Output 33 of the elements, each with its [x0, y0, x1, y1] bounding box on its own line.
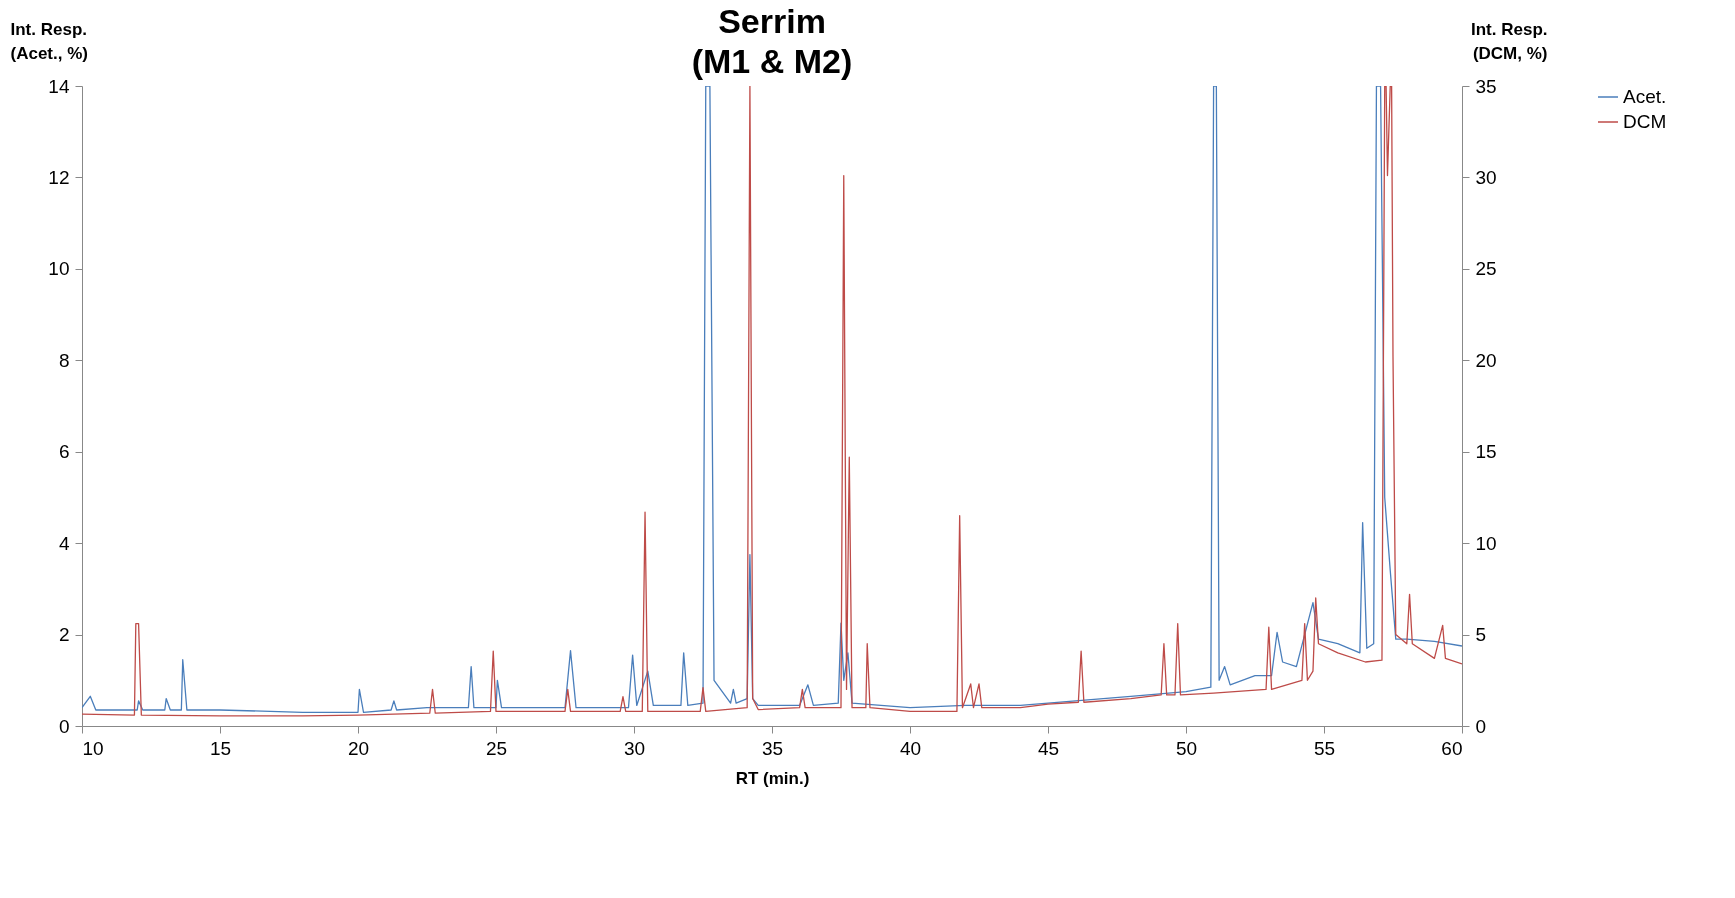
y-tick-label: 2 — [58, 624, 70, 646]
y2-tick-label: 0 — [1475, 715, 1487, 737]
y-tick-label: 0 — [58, 715, 70, 737]
y2-tick-label: 25 — [1475, 258, 1497, 280]
y2-tick-label: 10 — [1475, 532, 1497, 554]
y-axis-title: Int. Resp. (Acet., %) — [10, 19, 88, 63]
x-tick-label: 40 — [899, 737, 922, 759]
legend-label: DCM — [1623, 111, 1667, 132]
x-tick-label: 10 — [82, 737, 104, 759]
y-tick-label: 8 — [58, 349, 70, 371]
x-tick-label: 35 — [761, 737, 784, 759]
x-tick-label: 15 — [209, 737, 232, 759]
x-tick-label: 50 — [1175, 737, 1198, 759]
y-tick-label: 10 — [48, 258, 70, 280]
x-tick-label: 45 — [1037, 737, 1060, 759]
y2-tick-label: 20 — [1475, 349, 1497, 371]
x-tick-label: 60 — [1441, 737, 1463, 759]
x-axis-title: RT (min.) — [735, 768, 810, 788]
y2-axis-title: Int. Resp. (DCM, %) — [1470, 19, 1548, 63]
x-tick-label: 20 — [347, 737, 370, 759]
y2-tick-label: 5 — [1475, 624, 1487, 646]
x-tick-label: 30 — [623, 737, 646, 759]
x-tick-label: 55 — [1313, 737, 1336, 759]
y2-tick-label: 15 — [1475, 441, 1497, 463]
y-tick-label: 6 — [58, 441, 70, 463]
x-tick-label: 25 — [485, 737, 508, 759]
legend-label: Acet. — [1623, 86, 1667, 107]
chart-title: Serrim (M1 & M2) — [691, 2, 853, 80]
y-tick-label: 14 — [48, 75, 70, 97]
y2-tick-label: 35 — [1475, 75, 1497, 97]
y2-tick-label: 30 — [1475, 166, 1497, 188]
y-tick-label: 12 — [48, 166, 70, 188]
y-tick-label: 4 — [58, 532, 70, 554]
